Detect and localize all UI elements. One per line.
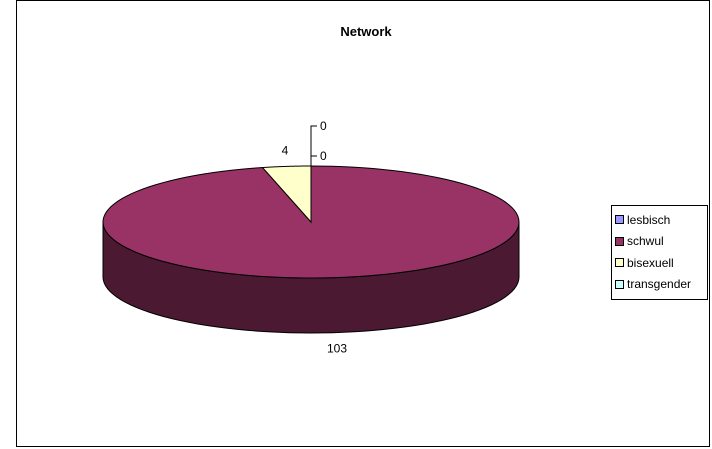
legend-label-bisexuell: bisexuell [627, 255, 674, 270]
legend-swatch-bisexuell [615, 258, 624, 268]
legend-swatch-transgender [615, 279, 624, 289]
data-label-bisexuell: 4 [282, 143, 289, 157]
legend-label-lesbisch: lesbisch [627, 212, 671, 227]
legend-item-transgender: transgender [615, 274, 707, 296]
data-label-lesbisch: 0 [320, 119, 327, 133]
pie-slice-bisexuell [261, 165, 312, 224]
legend-swatch-schwul [615, 236, 624, 246]
legend-item-bisexuell: bisexuell [615, 252, 707, 274]
legend-item-schwul: schwul [615, 231, 707, 253]
data-label-schwul: 103 [327, 342, 347, 356]
leader-line-transgender [310, 155, 317, 166]
chart-title: Network [340, 24, 392, 39]
legend-label-schwul: schwul [627, 234, 664, 249]
pie-slices [102, 165, 520, 279]
pie-data-labels: 0 103 4 0 [282, 119, 348, 356]
data-label-transgender: 0 [320, 149, 327, 163]
legend-swatch-lesbisch [615, 215, 624, 225]
legend-item-lesbisch: lesbisch [615, 209, 707, 231]
legend: lesbisch schwul bisexuell transgender [611, 205, 708, 300]
legend-label-transgender: transgender [627, 277, 692, 292]
leader-line-lesbisch [310, 125, 317, 166]
